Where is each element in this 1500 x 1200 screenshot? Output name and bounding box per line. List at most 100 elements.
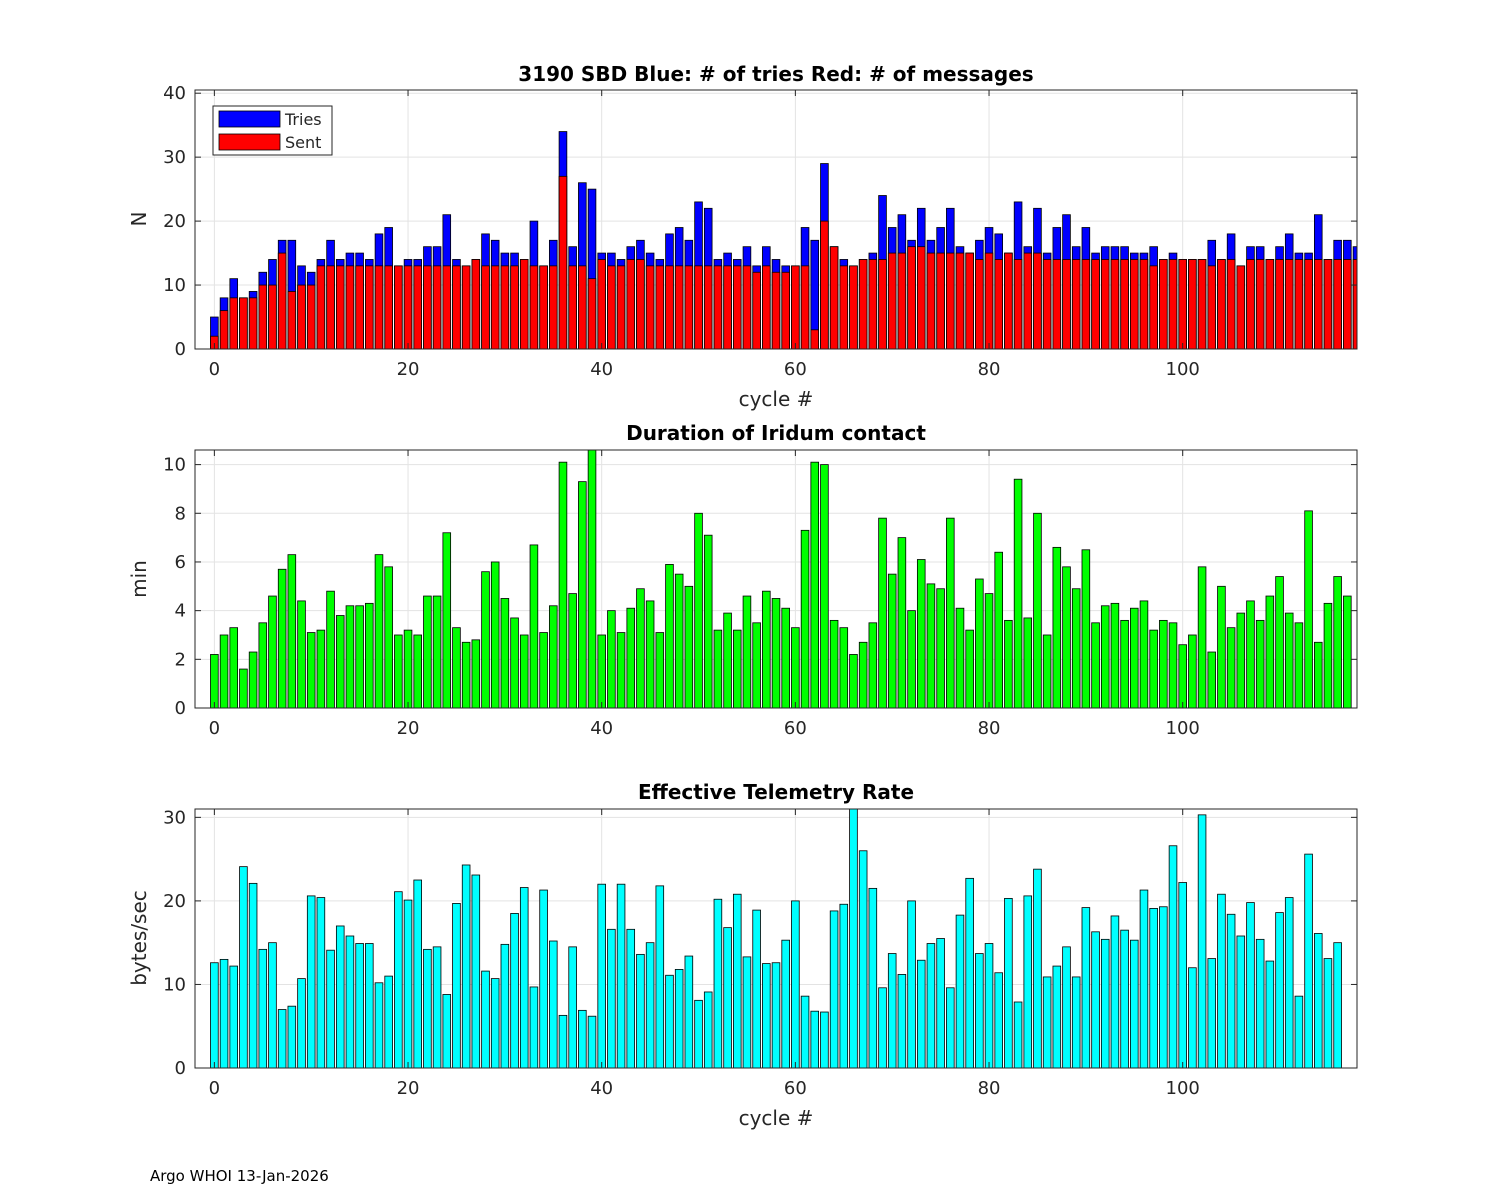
x-tick-label: 80	[978, 718, 1001, 739]
bar-duration	[849, 654, 858, 708]
bar-duration	[1168, 622, 1178, 708]
bar-rate	[858, 850, 868, 1068]
bar-sent	[858, 259, 868, 349]
x-tick-label: 0	[209, 1078, 220, 1099]
bar-rate	[539, 889, 548, 1068]
bar-duration	[878, 517, 887, 708]
bar-sent	[674, 265, 684, 349]
x-tick-label: 20	[397, 1078, 420, 1099]
y-tick-label: 4	[175, 601, 186, 622]
bar-duration	[374, 554, 384, 708]
bar-duration	[742, 595, 752, 708]
bar-duration	[306, 632, 316, 708]
bar-sent	[248, 297, 258, 349]
bar-duration	[248, 651, 258, 708]
bar-sent	[432, 265, 442, 349]
bar-rate	[684, 955, 694, 1068]
bar-rate	[413, 879, 422, 1068]
bar-sent	[1304, 259, 1313, 349]
bar-rate	[442, 994, 452, 1068]
x-axis-label: cycle #	[739, 387, 814, 411]
bar-sent	[268, 284, 277, 349]
bar-sent	[384, 265, 393, 349]
y-tick-label: 30	[163, 807, 186, 828]
bar-rate	[500, 943, 510, 1068]
bar-sent	[403, 265, 413, 349]
bar-duration	[335, 615, 345, 708]
bar-sent	[471, 259, 481, 349]
bar-duration	[326, 590, 335, 708]
bar-sent	[703, 265, 713, 349]
legend: Tries Sent	[212, 105, 333, 156]
bar-rate	[1052, 965, 1062, 1068]
bar-duration	[432, 595, 442, 708]
x-tick-label: 0	[209, 718, 220, 739]
bar-duration	[858, 641, 868, 708]
bar-rate	[1197, 814, 1207, 1068]
x-tick-label: 60	[784, 359, 807, 380]
bar-rate	[645, 942, 655, 1068]
bar-duration	[636, 588, 645, 708]
bar-rate	[471, 874, 481, 1068]
bar-sent	[1110, 259, 1120, 349]
bar-sent	[1071, 259, 1081, 349]
bar-duration	[752, 622, 761, 708]
bar-rate	[481, 970, 490, 1068]
bar-duration	[1159, 619, 1168, 708]
bar-rate	[665, 974, 674, 1068]
bar-rate	[365, 943, 374, 1068]
legend-swatch-sent	[218, 133, 281, 151]
bar-duration	[549, 605, 558, 708]
bar-duration	[258, 622, 268, 708]
bar-duration	[1313, 641, 1323, 708]
bar-sent	[732, 265, 742, 349]
bar-sent	[1091, 259, 1100, 349]
bar-sent	[616, 265, 626, 349]
y-tick-label: 2	[175, 649, 186, 670]
x-tick-label: 100	[1166, 718, 1200, 739]
bar-duration	[578, 481, 587, 708]
bar-sent	[897, 252, 907, 349]
bar-sent	[1343, 259, 1352, 349]
bar-duration	[1110, 602, 1120, 708]
bar-duration	[442, 532, 452, 708]
bar-duration	[210, 654, 219, 708]
chart-title: Duration of Iridum contact	[626, 421, 926, 445]
bar-sent	[655, 265, 665, 349]
bar-sent	[394, 265, 403, 349]
bar-duration	[820, 464, 829, 708]
bar-duration	[713, 629, 723, 708]
bar-rate	[771, 962, 781, 1068]
bar-rate	[490, 978, 500, 1068]
bar-duration	[394, 634, 403, 708]
bar-rate	[742, 956, 752, 1068]
bar-rate	[1313, 933, 1323, 1068]
bar-duration	[1052, 546, 1062, 708]
bar-duration	[423, 595, 432, 708]
bar-sent	[839, 265, 849, 349]
bar-duration	[946, 517, 955, 708]
bar-duration	[1139, 600, 1149, 708]
x-tick-label: 40	[590, 718, 613, 739]
bar-duration	[965, 629, 974, 708]
bar-rate	[297, 978, 306, 1068]
bar-sent	[1062, 259, 1071, 349]
bar-sent	[539, 265, 548, 349]
y-axis-label: bytes/sec	[127, 890, 151, 986]
bar-duration	[500, 598, 510, 708]
bar-rate	[1188, 967, 1197, 1068]
bar-rate	[326, 949, 335, 1068]
y-tick-label: 8	[175, 503, 186, 524]
bar-sent	[597, 259, 606, 349]
bar-rate	[432, 946, 442, 1068]
bar-duration	[277, 568, 287, 708]
y-axis-label: min	[127, 560, 151, 598]
bar-sent	[1188, 259, 1197, 349]
chart-title: 3190 SBD Blue: # of tries Red: # of mess…	[518, 62, 1033, 86]
bar-sent	[1207, 265, 1217, 349]
bar-duration	[791, 627, 800, 708]
bar-rate	[926, 943, 936, 1068]
x-tick-label: 20	[397, 718, 420, 739]
bar-rate	[849, 809, 858, 1068]
